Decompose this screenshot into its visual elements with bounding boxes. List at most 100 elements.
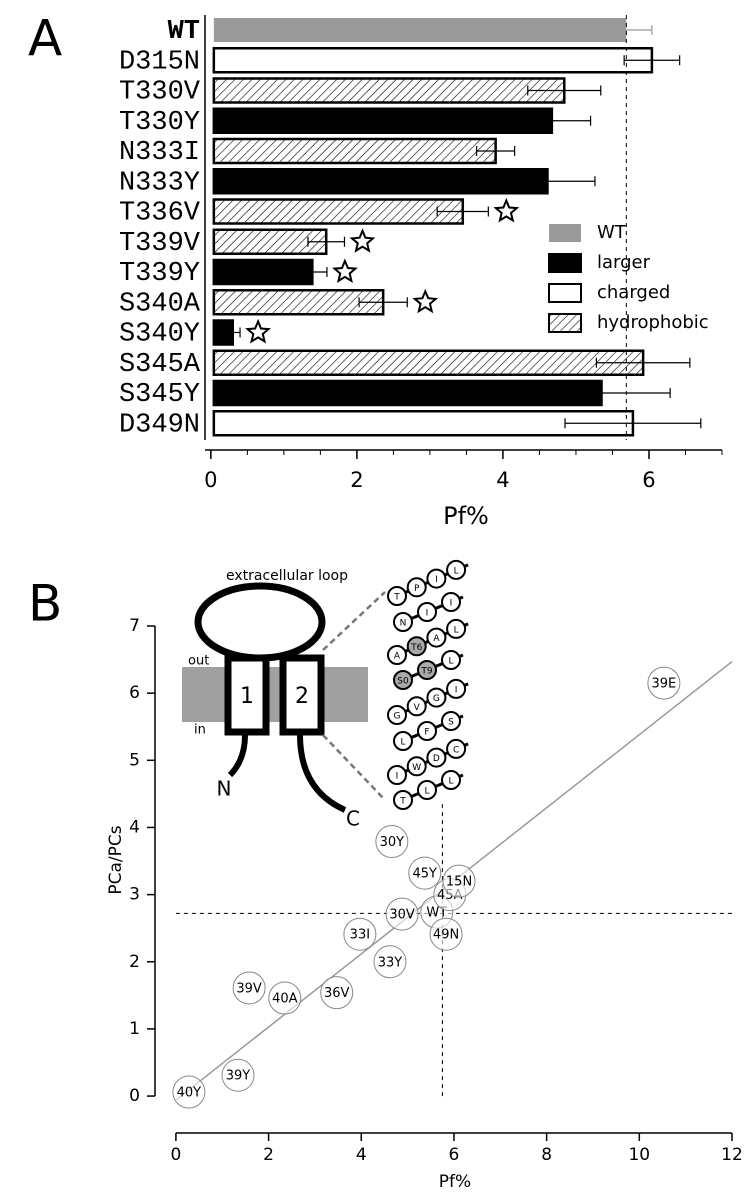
point-label: 39V: [236, 981, 262, 996]
residue-label: I: [435, 575, 438, 585]
point: [343, 917, 377, 951]
significance-star: [245, 318, 271, 344]
y-tick-label: 0: [129, 1086, 140, 1106]
category-label: S345A: [119, 350, 201, 380]
error-bar: [564, 418, 702, 429]
residue: [441, 592, 461, 612]
point-label: 33I: [350, 928, 370, 943]
n-label: N: [217, 777, 232, 801]
bar: [213, 18, 627, 42]
legend-label: hydrophobic: [597, 312, 709, 333]
residue: [446, 618, 467, 639]
residue: [406, 696, 427, 717]
x-tick-label: 0: [204, 468, 217, 492]
error-bar: [532, 388, 671, 398]
error-bar: [307, 236, 346, 247]
bar: [212, 137, 497, 165]
residue-label: T6: [410, 643, 422, 653]
point-label: 49N: [433, 928, 459, 943]
residue: [417, 721, 437, 741]
point-label: 45Y: [413, 867, 438, 882]
residue: [446, 559, 467, 580]
residue: [393, 670, 413, 690]
point-label: 15N: [446, 875, 472, 890]
point-label: WT: [426, 906, 447, 921]
category-label: T330Y: [119, 108, 200, 138]
category-label: N333Y: [119, 168, 200, 198]
point: [172, 1075, 206, 1109]
bar: [212, 47, 654, 74]
residue-label: T: [393, 593, 400, 603]
x-tick-label: 2: [263, 1145, 274, 1165]
residue: [406, 577, 427, 598]
residue: [393, 790, 413, 810]
residue: [387, 645, 407, 665]
residue: [446, 678, 467, 699]
bar: [212, 410, 635, 437]
residue-label: L: [448, 777, 453, 787]
residue: [387, 705, 407, 725]
residue-label: N: [400, 619, 407, 629]
point: [385, 897, 419, 931]
c-label: C: [346, 807, 360, 831]
significance-star: [412, 288, 439, 314]
residue-label: S0: [397, 677, 409, 687]
residue-label: L: [454, 625, 459, 635]
error-bar: [224, 327, 241, 338]
legend-label: charged: [597, 282, 670, 303]
x-tick-label: 6: [642, 468, 655, 492]
point: [373, 945, 407, 979]
point: [442, 864, 476, 898]
y-tick-label: 3: [129, 885, 140, 905]
bar: [212, 168, 549, 195]
error-bar: [297, 267, 328, 277]
category-label: T339V: [119, 229, 201, 259]
bar: [212, 198, 465, 225]
y-tick-label: 1: [129, 1019, 140, 1039]
residue-label: I: [396, 772, 399, 782]
x-tick-label: 10: [628, 1145, 650, 1165]
error-bar: [512, 115, 592, 126]
x-tick-label: 2: [350, 468, 363, 492]
residue: [426, 568, 447, 589]
point: [375, 825, 409, 859]
residue-label: C: [453, 745, 459, 755]
point-label: 30V: [389, 908, 415, 923]
point: [408, 856, 442, 890]
residue: [446, 738, 467, 759]
residue-label: A: [433, 634, 440, 644]
significance-star: [493, 197, 520, 223]
point-label: 36V: [324, 986, 350, 1001]
error-bar: [499, 176, 596, 187]
point: [429, 917, 463, 951]
residue-label: G: [394, 712, 401, 722]
legend-swatch: [548, 283, 582, 303]
residue-label: T9: [420, 667, 432, 677]
residue: [406, 636, 427, 657]
x-axis-label: Pf%: [443, 502, 489, 530]
residue-label: I: [455, 685, 458, 695]
residue: [441, 650, 461, 670]
x-tick-label: 6: [449, 1145, 460, 1165]
residue: [441, 711, 461, 731]
residue-label: T: [399, 797, 406, 807]
membrane-diagram: [182, 582, 386, 813]
residue: [426, 627, 447, 648]
error-bar: [436, 206, 489, 217]
residue: [417, 780, 437, 800]
legend-label: WT: [597, 222, 627, 243]
bar: [212, 289, 385, 316]
error-bar: [358, 297, 408, 308]
legend-swatch: [549, 224, 581, 242]
residue: [426, 687, 447, 708]
x-tick-label: 8: [541, 1145, 552, 1165]
bar: [212, 349, 645, 376]
residue-label: I: [426, 609, 429, 619]
point-label: 30Y: [380, 835, 405, 850]
y-axis-label: PCa/PCs: [106, 825, 126, 894]
category-label: D349N: [119, 410, 200, 440]
residue: [387, 765, 407, 785]
category-label: S340Y: [119, 320, 200, 350]
point: [221, 1058, 255, 1092]
error-bar: [623, 55, 681, 66]
